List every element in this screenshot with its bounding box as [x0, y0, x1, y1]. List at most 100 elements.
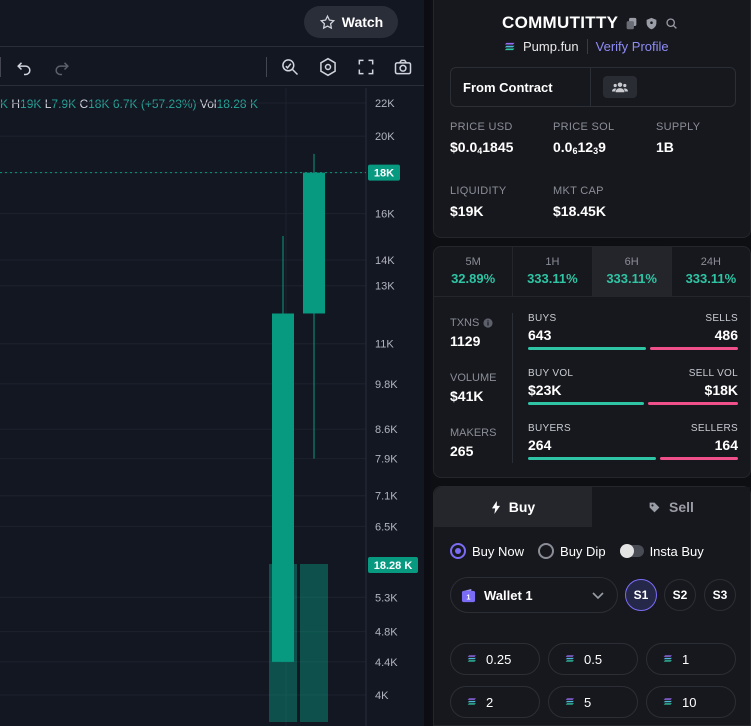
- mktcap-stat: MKT CAP $18.45K: [553, 185, 606, 219]
- amount-label: 5: [584, 694, 592, 710]
- price-chart[interactable]: Watch K: [0, 0, 424, 726]
- trade-card: Buy Sell Buy Now Buy Dip Insta Buy 1 Wal…: [433, 486, 751, 726]
- buyvol-value: $23K: [528, 382, 562, 398]
- tab-24h[interactable]: 24H 333.11%: [672, 247, 750, 296]
- info-icon[interactable]: [483, 318, 493, 328]
- watch-label: Watch: [341, 14, 384, 30]
- copy-icon[interactable]: [624, 16, 638, 30]
- buys-sells-block: BUYS SELLS 643 486: [528, 313, 738, 350]
- wallet-select[interactable]: 1 Wallet 1: [450, 577, 618, 613]
- amount-button[interactable]: 0.25: [450, 643, 540, 675]
- ohlc-close-value: 18K: [88, 97, 110, 111]
- tab-change: 333.11%: [685, 271, 737, 286]
- amount-button[interactable]: 0.5: [548, 643, 638, 675]
- price-usd-digits: 1845: [482, 139, 514, 155]
- indicators-icon[interactable]: [316, 55, 340, 79]
- sellers-value: 164: [714, 437, 738, 453]
- txns-stat: TXNS 1129: [450, 317, 493, 349]
- buy-mode-row: Buy Now Buy Dip Insta Buy: [450, 543, 704, 559]
- tab-change: 333.11%: [606, 271, 657, 286]
- insta-buy-label[interactable]: Insta Buy: [649, 543, 704, 559]
- community-button[interactable]: [603, 76, 637, 98]
- makers-stat: MAKERS 265: [450, 427, 496, 459]
- sell-fill: [660, 457, 738, 460]
- amount-button[interactable]: 5: [548, 686, 638, 718]
- buy-dip-radio[interactable]: [538, 543, 555, 559]
- slot-s1[interactable]: S1: [625, 579, 657, 611]
- liquidity-label: LIQUIDITY: [450, 185, 507, 197]
- price-tick-label: 11K: [375, 339, 394, 351]
- buyers-bar: [528, 457, 738, 460]
- buy-now-label[interactable]: Buy Now: [472, 543, 525, 559]
- lightning-icon: [491, 500, 500, 514]
- price-usd-prefix: $0.0: [450, 139, 478, 155]
- tab-sell[interactable]: Sell: [592, 487, 750, 527]
- redo-icon[interactable]: [50, 55, 74, 79]
- last-price-badge: [368, 164, 400, 181]
- amount-button[interactable]: 2: [450, 686, 540, 718]
- token-name: COMMUTITTY: [502, 13, 619, 32]
- price-tick-label: 14K: [375, 255, 395, 267]
- fullscreen-icon[interactable]: [354, 55, 378, 79]
- camera-icon[interactable]: [391, 55, 415, 79]
- price-tick-label: 4.8K: [375, 627, 398, 639]
- slot-s2[interactable]: S2: [664, 579, 696, 611]
- txns-value: 1129: [450, 333, 481, 349]
- tab-1h[interactable]: 1H 333.11%: [513, 247, 593, 296]
- token-panel: COMMUTITTY Pump.fun Verify Profile From …: [431, 0, 751, 726]
- buy-now-radio[interactable]: [450, 543, 466, 559]
- slot-s3[interactable]: S3: [704, 579, 736, 611]
- price-usd-value: $0.041845: [450, 139, 513, 156]
- timeframe-tabs: 5M 32.89% 1H 333.11% 6H 333.11% 24H 333.11%: [434, 247, 750, 297]
- price-sol-stat: PRICE SOL 0.061239: [553, 121, 614, 156]
- liquidity-stat: LIQUIDITY $19K: [450, 185, 507, 219]
- ohlc-low-label: L: [44, 97, 52, 111]
- buys-value: 643: [528, 327, 552, 343]
- price-badges: 18K 18.28 K: [0, 164, 418, 573]
- tab-5m[interactable]: 5M 32.89%: [434, 247, 514, 296]
- trade-tabs: Buy Sell: [434, 487, 750, 527]
- mktcap-value: $18.45K: [553, 203, 606, 219]
- buy-tab-label: Buy: [508, 499, 536, 515]
- price-tick-label: 8.6K: [375, 424, 398, 436]
- magnifier-icon[interactable]: [278, 55, 302, 79]
- supply-value: 1B: [656, 139, 674, 155]
- price-sol-sub: 3: [593, 146, 599, 156]
- search-icon[interactable]: [664, 16, 678, 30]
- panel-divider[interactable]: [424, 0, 431, 726]
- volume-label: VOLUME: [450, 372, 497, 384]
- tab-label: 1H: [545, 256, 560, 268]
- stats-divider: [512, 313, 513, 463]
- chart-plot[interactable]: 22K 20K 18K 16K 14K 13K 11K 9.8K 8.6K 7.9K 7.1K 6.5…: [0, 88, 424, 726]
- watch-button[interactable]: Watch: [304, 6, 398, 38]
- price-tick-label: 22K: [375, 98, 395, 110]
- buy-dip-label[interactable]: Buy Dip: [560, 543, 606, 559]
- amount-label: 10: [682, 694, 697, 710]
- price-usd-zeros: 4: [477, 146, 483, 156]
- sell-fill: [649, 347, 738, 350]
- volume-value: $41K: [450, 388, 484, 404]
- price-tick-label: 7.9K: [375, 454, 398, 466]
- supply-label: SUPPLY: [656, 121, 701, 133]
- tab-buy[interactable]: Buy: [434, 487, 592, 527]
- buyers-value: 264: [528, 437, 552, 453]
- verify-profile-link[interactable]: Verify Profile: [586, 39, 669, 54]
- insta-buy-toggle[interactable]: [619, 544, 644, 558]
- tab-label: 24H: [700, 256, 721, 268]
- ohlc-vol-label: Vol: [199, 97, 217, 111]
- amount-button[interactable]: 10: [646, 686, 736, 718]
- undo-icon[interactable]: [12, 55, 36, 79]
- sells-value: 486: [714, 327, 738, 343]
- buys-sells-bar: [528, 347, 738, 350]
- from-contract-button[interactable]: From Contract: [451, 68, 591, 106]
- solana-icon: [504, 42, 515, 51]
- ohlc-high-label: H: [11, 97, 21, 111]
- users-icon: [612, 81, 628, 92]
- tab-6h[interactable]: 6H 333.11%: [592, 247, 672, 296]
- ohlc-high-value: 19K: [20, 97, 42, 111]
- shield-icon[interactable]: [644, 16, 658, 30]
- amount-button[interactable]: 1: [646, 643, 736, 675]
- price-tick-label: 16K: [375, 209, 395, 221]
- ohlc-vol-value: 18.28 K: [216, 97, 258, 111]
- solana-icon: [663, 652, 674, 667]
